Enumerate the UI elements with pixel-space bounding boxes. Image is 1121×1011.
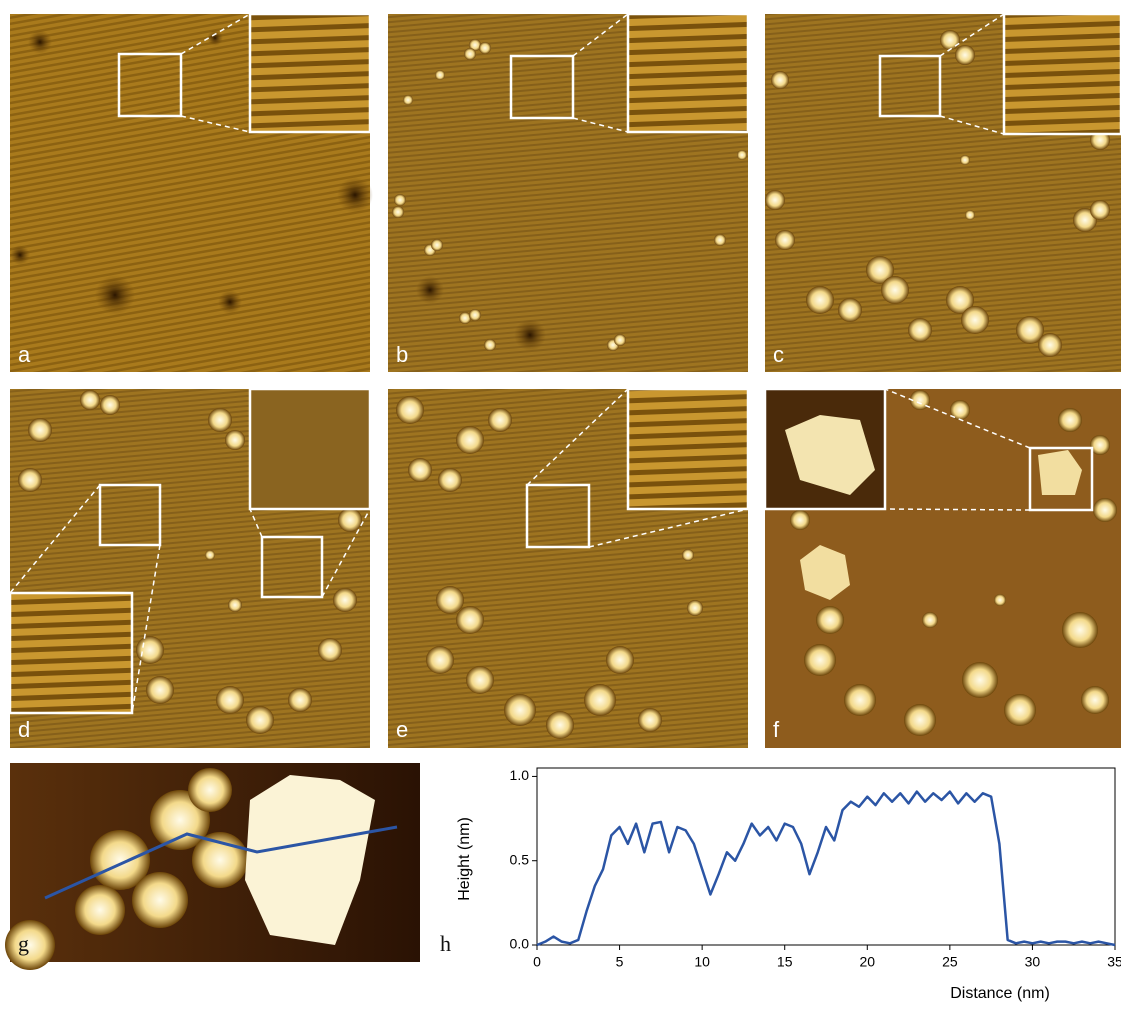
panel-label: d [18, 717, 30, 742]
y-tick-label: 0.5 [510, 851, 530, 867]
panel-label: c [773, 342, 784, 367]
y-tick-label: 1.0 [510, 767, 530, 783]
y-axis-label: Height (nm) [456, 817, 473, 901]
x-tick-label: 5 [616, 954, 624, 970]
figure: a b c d e f g h Distance (nm) Height (nm… [0, 0, 1121, 1006]
panel-b [388, 14, 748, 372]
panel-e [388, 389, 748, 748]
panel-f [765, 389, 1121, 748]
panel-d [10, 389, 370, 748]
plot-frame [537, 768, 1115, 945]
panel-label: a [18, 342, 31, 367]
panel-label: b [396, 342, 408, 367]
x-tick-label: 25 [942, 954, 958, 970]
x-tick-label: 0 [533, 954, 541, 970]
x-tick-label: 35 [1107, 954, 1121, 970]
panel-label: h [440, 931, 451, 956]
panel-label: e [396, 717, 408, 742]
x-tick-label: 30 [1025, 954, 1041, 970]
y-tick-label: 0.0 [510, 936, 530, 952]
chart: Distance (nm) Height (nm) 0.0 0.5 1.0 0 5 10 1… [456, 767, 1121, 1002]
panel-c [765, 14, 1121, 372]
x-axis-label: Distance (nm) [950, 985, 1050, 1002]
panel-g [5, 763, 420, 970]
x-tick-label: 10 [694, 954, 710, 970]
panel-label: f [773, 717, 780, 742]
x-tick-label: 20 [859, 954, 875, 970]
panel-label: g [18, 931, 29, 956]
x-tick-label: 15 [777, 954, 793, 970]
profile-line [537, 792, 1115, 945]
panel-a [10, 14, 373, 372]
